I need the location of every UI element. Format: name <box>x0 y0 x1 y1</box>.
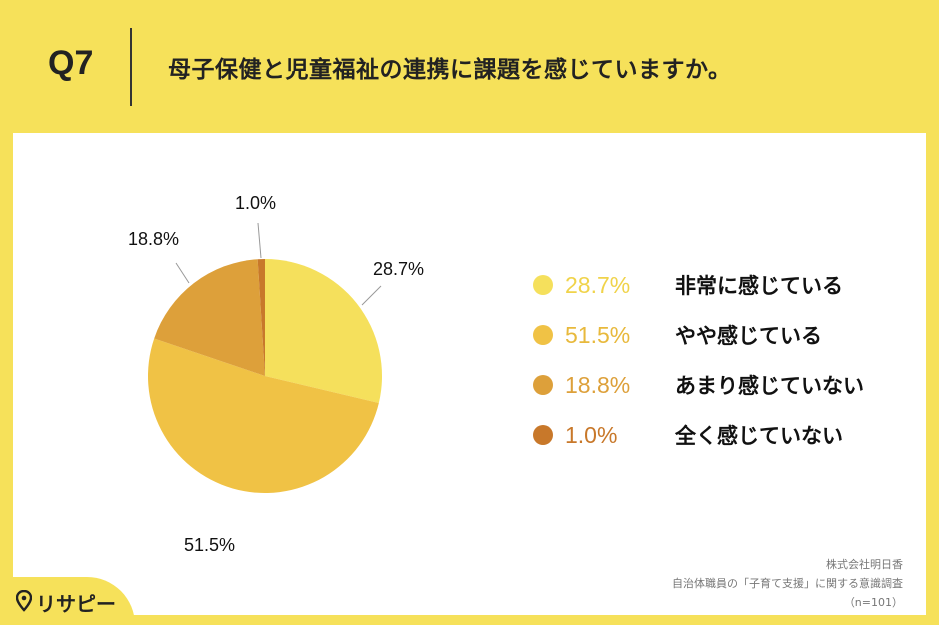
header: Q7 母子保健と児童福祉の連携に課題を感じていますか。 <box>0 0 939 135</box>
pie-leader-line <box>257 222 262 259</box>
pie-slice <box>148 338 379 493</box>
legend-label: 全く感じていない <box>675 424 843 448</box>
legend: 28.7% 非常に感じている 51.5% やや感じている 18.8% あまり感じ… <box>521 260 864 460</box>
chart-panel: 28.7% 51.5% 18.8% 1.0% 28.7% 非常に感じている 51.5%… <box>13 133 926 615</box>
footer-company: 株式会社明日香 <box>826 558 903 571</box>
legend-label: やや感じている <box>675 324 822 348</box>
pie-slice <box>154 259 265 376</box>
header-divider <box>130 28 132 106</box>
legend-item: 51.5% やや感じている <box>521 310 864 360</box>
footer-survey: 自治体職員の「子育て支援」に関する意識調査 <box>672 577 903 590</box>
pie-slice <box>265 259 383 403</box>
legend-swatch <box>533 375 553 395</box>
pie-leader-line <box>175 262 190 284</box>
legend-item: 28.7% 非常に感じている <box>521 260 864 310</box>
legend-item: 1.0% 全く感じていない <box>521 410 864 460</box>
legend-value: 28.7% <box>565 271 631 298</box>
pie-data-label: 28.7% <box>373 259 424 279</box>
logo-badge <box>0 577 135 625</box>
legend-value: 1.0% <box>565 421 618 448</box>
pie-slice <box>257 259 265 376</box>
question-number: Q7 <box>48 44 94 82</box>
pie-chart: 28.7% 51.5% 18.8% 1.0% <box>128 193 424 555</box>
pie-data-label: 1.0% <box>235 193 276 213</box>
pie-leader-line <box>361 285 382 306</box>
legend-swatch <box>533 325 553 345</box>
location-pin-icon <box>16 590 32 612</box>
logo-text: リサピー <box>36 592 116 616</box>
footer-sample-size: （n=101） <box>843 596 903 609</box>
legend-value: 51.5% <box>565 321 631 348</box>
pie-data-label: 18.8% <box>128 229 179 249</box>
legend-swatch <box>533 425 553 445</box>
legend-label: 非常に感じている <box>675 274 843 298</box>
footer-source: 株式会社明日香 自治体職員の「子育て支援」に関する意識調査 （n=101） <box>672 555 903 612</box>
pie-data-label: 51.5% <box>184 535 235 555</box>
legend-item: 18.8% あまり感じていない <box>521 360 864 410</box>
legend-swatch <box>533 275 553 295</box>
legend-value: 18.8% <box>565 371 631 398</box>
question-title: 母子保健と児童福祉の連携に課題を感じていますか。 <box>168 57 732 83</box>
legend-label: あまり感じていない <box>675 374 864 398</box>
